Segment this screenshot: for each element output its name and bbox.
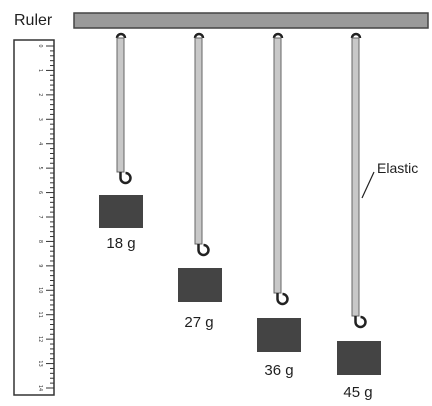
ruler-tick-label: 3 <box>37 118 43 121</box>
support-bar <box>73 12 429 29</box>
weight-hook-icon <box>197 243 210 257</box>
ruler-label: Ruler <box>14 12 53 29</box>
weight-block <box>99 195 143 228</box>
ruler-tick-label: 6 <box>37 191 43 194</box>
ruler-tick-label: 12 <box>37 336 43 342</box>
ruler-tick-label: 1 <box>37 69 43 72</box>
ruler-tick-label: 2 <box>37 93 43 96</box>
elastic-band <box>351 37 360 317</box>
mass-label: 27 g <box>184 314 213 331</box>
elastic-band <box>116 37 125 173</box>
elastic-callout-line <box>361 171 375 199</box>
ruler-tick-label: 9 <box>37 264 43 267</box>
weight-hook-icon <box>119 171 132 185</box>
elastic-band <box>194 37 203 245</box>
top-hook-icon <box>350 32 362 39</box>
hangers: 18 g 27 g 36 g 45 g <box>99 32 381 401</box>
ruler-tick-label: 8 <box>37 240 43 243</box>
ruler-tick-label: 5 <box>37 167 43 170</box>
weight-hook-icon <box>276 292 289 306</box>
ruler-tick-label: 14 <box>37 385 43 391</box>
ruler-tick-label: 11 <box>37 312 43 318</box>
top-hook-icon <box>193 32 205 39</box>
hanger-27g: 27 g <box>178 32 222 331</box>
weight-hook-icon <box>354 315 367 329</box>
ruler-tick-label: 10 <box>37 287 43 293</box>
top-hook-icon <box>272 32 284 39</box>
ruler-tick-label: 7 <box>37 215 43 218</box>
weight-block <box>337 341 381 375</box>
hanger-18g: 18 g <box>99 32 143 252</box>
top-hook-icon <box>115 32 127 39</box>
mass-label: 18 g <box>106 235 135 252</box>
ruler-tick-label: 13 <box>37 360 43 366</box>
hanger-45g: 45 g <box>337 32 381 401</box>
ruler-tick-label: 0 <box>37 44 43 47</box>
hanger-36g: 36 g <box>257 32 301 379</box>
weight-block <box>257 318 301 352</box>
weight-block <box>178 268 222 302</box>
mass-label: 36 g <box>264 362 293 379</box>
mass-label: 45 g <box>343 384 372 401</box>
elastic-band <box>273 37 282 294</box>
ruler-tick-label: 4 <box>37 142 43 145</box>
elastic-label: Elastic <box>377 160 418 176</box>
